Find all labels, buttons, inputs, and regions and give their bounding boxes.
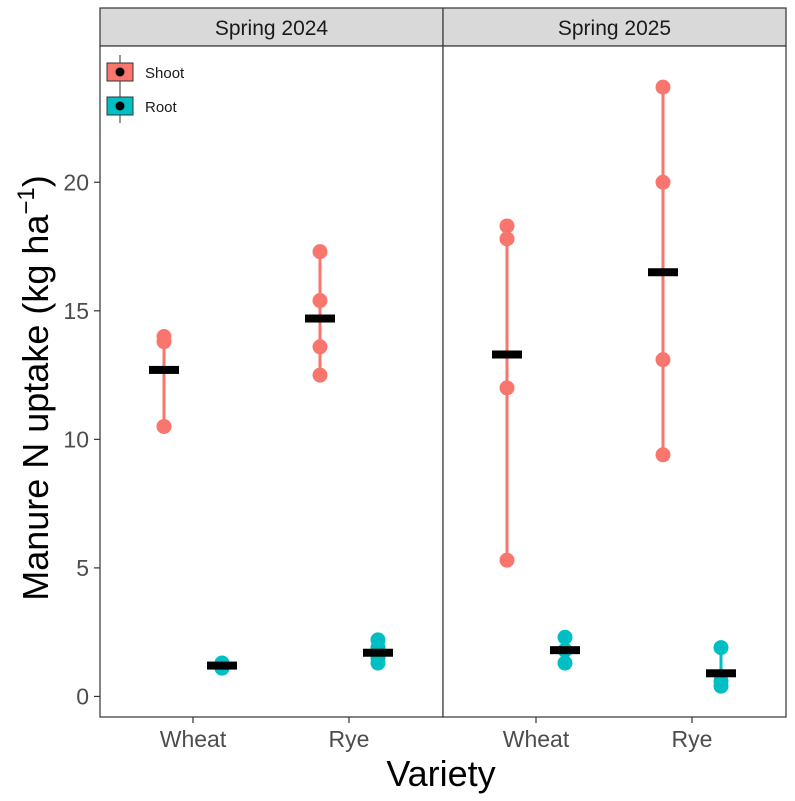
data-point <box>312 244 328 260</box>
data-point <box>499 218 515 234</box>
panel-title: Spring 2025 <box>558 17 671 40</box>
data-point <box>312 293 328 309</box>
panel-2: Spring 2025 <box>442 7 787 718</box>
legend-item-shoot: Shoot <box>106 55 185 89</box>
x-axis-title: Variety <box>386 753 495 794</box>
mean-bar <box>706 669 736 678</box>
mean-bar <box>363 648 393 657</box>
panel-strip <box>99 7 444 47</box>
panel-strip <box>442 7 787 47</box>
mean-bar <box>149 365 179 374</box>
y-axis-title-close: ) <box>15 175 56 187</box>
panel-1: Spring 2024 <box>99 7 444 718</box>
data-point <box>557 655 573 671</box>
y-axis-title-main: Manure N uptake (kg ha <box>15 214 56 601</box>
mean-bar <box>550 646 580 655</box>
legend-item-root: Root <box>106 89 178 123</box>
y-tick-label: 15 <box>63 298 89 324</box>
data-point <box>655 79 671 95</box>
mean-bar <box>492 350 522 359</box>
data-point <box>557 629 573 645</box>
data-point <box>156 418 172 434</box>
group-rye-root <box>363 632 393 671</box>
panel-border <box>99 45 444 718</box>
data-point <box>499 231 515 247</box>
legend-dot <box>115 101 125 111</box>
y-tick-label: 0 <box>76 683 89 709</box>
data-point <box>713 640 729 656</box>
data-point <box>499 380 515 396</box>
group-wheat-root <box>550 629 580 671</box>
panel-border <box>442 45 787 718</box>
group-wheat-shoot <box>492 218 522 568</box>
x-tick-label: Wheat <box>160 726 227 752</box>
group-wheat-shoot <box>149 329 179 434</box>
y-tick-label: 10 <box>63 426 89 452</box>
legend-label: Shoot <box>145 65 185 82</box>
legend-dot <box>115 67 125 77</box>
data-point <box>312 367 328 383</box>
mean-bar <box>648 268 678 277</box>
legend-label: Root <box>145 99 178 116</box>
x-tick-label: Wheat <box>503 726 570 752</box>
group-rye-shoot <box>305 244 335 383</box>
group-wheat-root <box>207 655 237 676</box>
group-rye-shoot <box>648 79 678 463</box>
x-tick-label: Rye <box>672 726 713 752</box>
data-point <box>370 632 386 648</box>
y-axis-title-superscript: −1 <box>13 187 40 214</box>
y-tick-label: 5 <box>76 555 89 581</box>
data-point <box>655 447 671 463</box>
y-tick-label: 20 <box>63 169 89 195</box>
y-axis-title: Manure N uptake (kg ha−1) <box>13 175 56 601</box>
data-point <box>655 352 671 368</box>
mean-bar <box>207 661 237 670</box>
data-point <box>499 552 515 568</box>
group-rye-root <box>706 640 736 694</box>
data-point <box>156 329 172 345</box>
data-point <box>312 339 328 355</box>
data-point <box>655 174 671 190</box>
panel-title: Spring 2024 <box>215 17 329 40</box>
x-tick-label: Rye <box>329 726 370 752</box>
mean-bar <box>305 314 335 323</box>
